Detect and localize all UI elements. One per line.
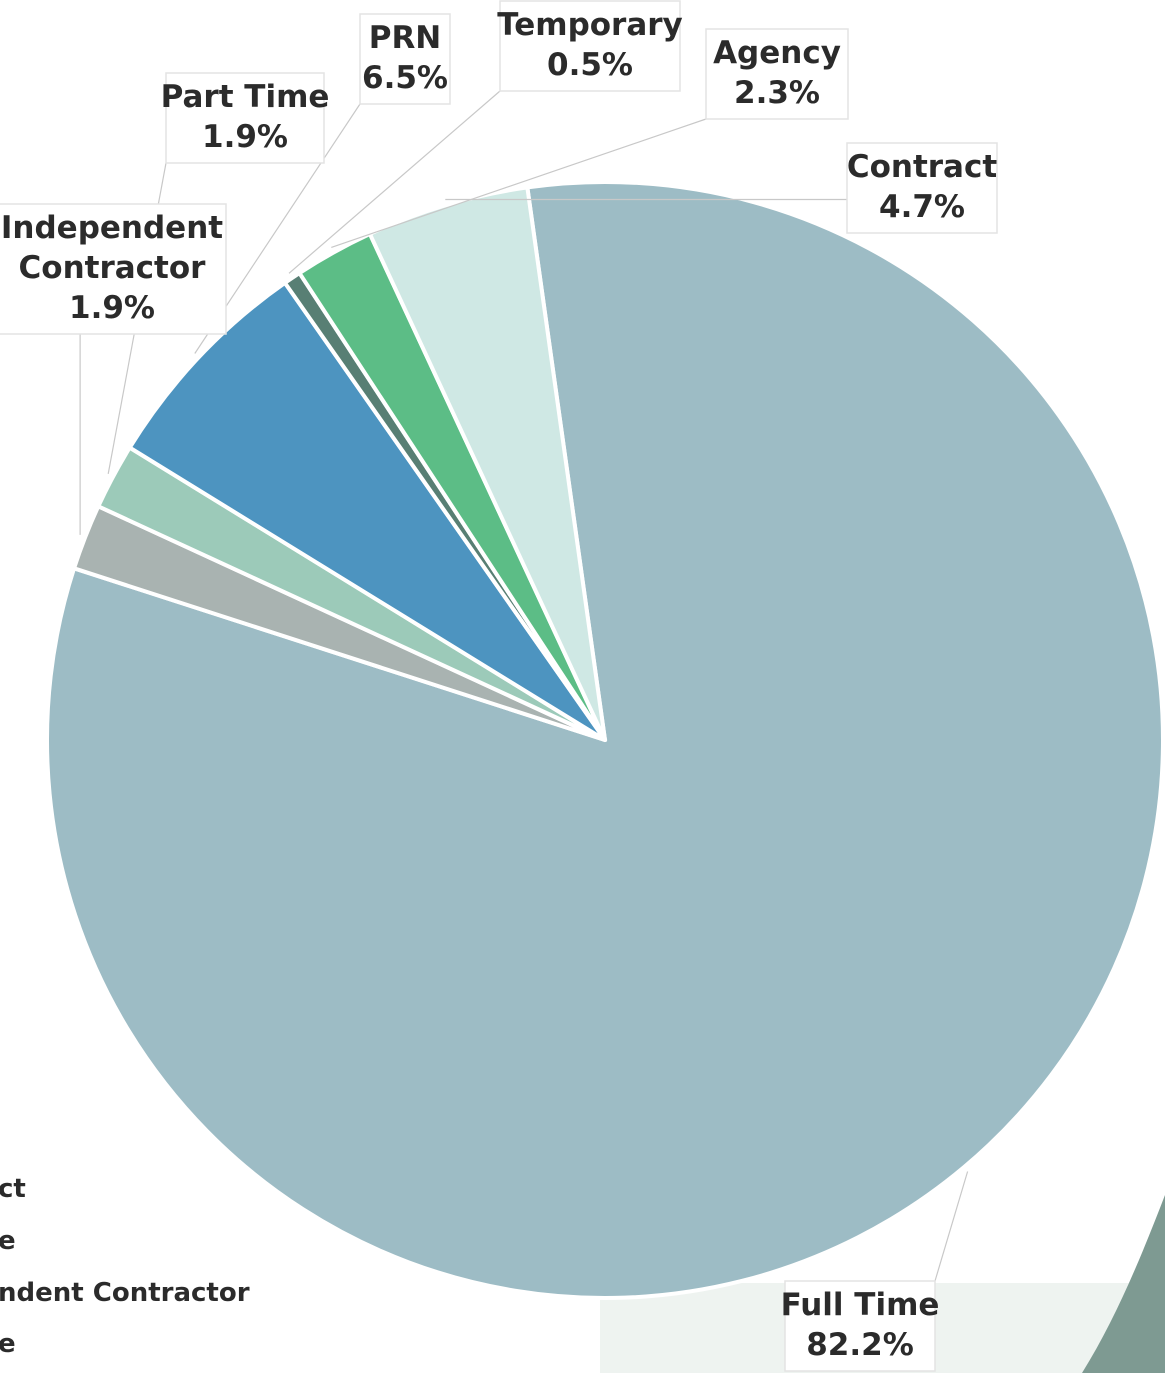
legend-item-2: ndent Contractor	[0, 1278, 250, 1308]
label-box-prn	[359, 13, 451, 105]
label-box-full-time	[784, 1280, 936, 1372]
legend-item-0: ct	[0, 1174, 26, 1204]
slice-label-name-temporary: Temporary	[497, 7, 683, 43]
pie-slices	[45, 179, 1165, 1300]
slice-label-name-prn: PRN	[369, 20, 442, 56]
slice-label-value-contract: 4.7%	[879, 189, 965, 225]
slice-label-name-agency: Agency	[713, 35, 841, 71]
slice-label-value-full-time: 82.2%	[806, 1327, 914, 1363]
leader-line-agency	[331, 118, 707, 248]
slice-label-name-independent-contractor: Independent	[1, 210, 223, 246]
leader-line-temporary	[288, 90, 501, 274]
label-box-part-time	[165, 72, 325, 164]
slice-label-name-contract: Contract	[847, 149, 998, 185]
label-box-contract	[846, 142, 998, 234]
slice-label-name-part-time: Part Time	[161, 79, 330, 115]
pie-slice-prn	[127, 280, 607, 742]
slice-label-value-temporary: 0.5%	[547, 47, 633, 83]
slice-label-name-full-time: Full Time	[781, 1287, 940, 1323]
label-box-independent-contractor	[0, 203, 227, 335]
slice-label-value-part-time: 1.9%	[202, 119, 288, 155]
label-box-agency	[705, 28, 849, 120]
legend-item-3: e	[0, 1329, 16, 1359]
legend-item-1: e	[0, 1226, 16, 1256]
pie-slice-full-time	[45, 179, 1165, 1300]
slice-label-value-agency: 2.3%	[734, 75, 820, 111]
label-box-temporary	[499, 0, 681, 92]
slice-label-name-independent-contractor: Contractor	[19, 250, 207, 286]
slice-label-value-independent-contractor: 1.9%	[69, 290, 155, 326]
slice-labels: Full Time 82.2% Independent Contractor 1.9% P…	[0, 0, 998, 1372]
legend: ct e ndent Contractor e	[0, 1174, 250, 1359]
slice-label-value-prn: 6.5%	[362, 60, 448, 96]
leader-line-full-time	[934, 1171, 969, 1282]
